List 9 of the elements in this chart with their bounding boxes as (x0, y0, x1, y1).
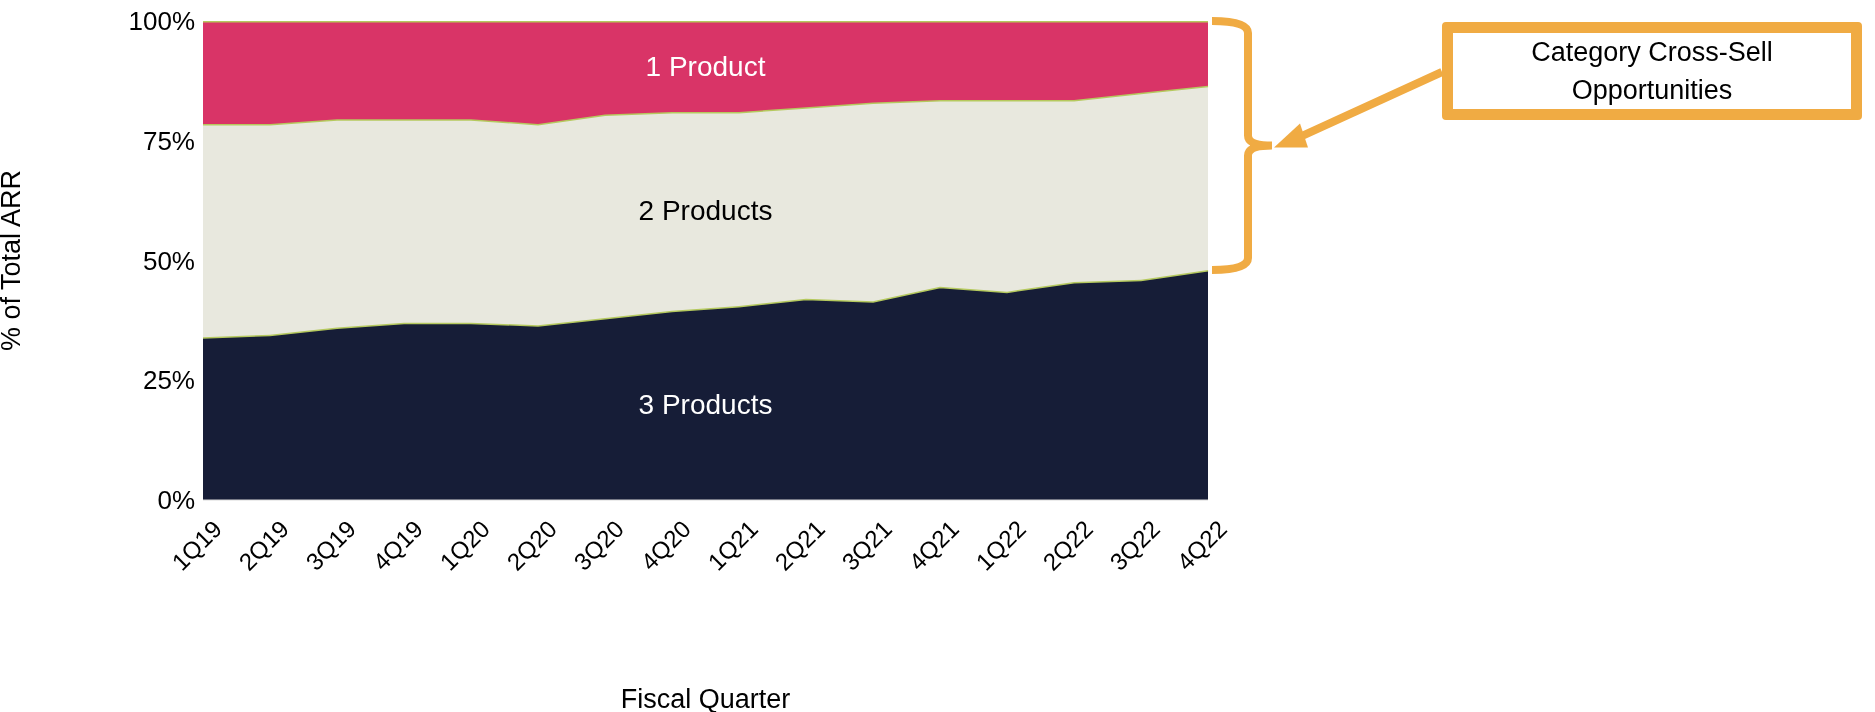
series-label: 1 Product (645, 51, 766, 82)
text: Category Cross-Sell Opportunities (1442, 22, 1862, 120)
y-tick-label: 0% (157, 485, 195, 516)
y-axis-title: % of Total ARR (0, 169, 26, 352)
y-tick-label: 75% (142, 125, 195, 156)
y-tick-label: 100% (128, 6, 195, 37)
y-tick-label: 50% (142, 245, 195, 276)
y-tick-label: 25% (142, 365, 195, 396)
series-label: 2 Products (638, 194, 773, 226)
